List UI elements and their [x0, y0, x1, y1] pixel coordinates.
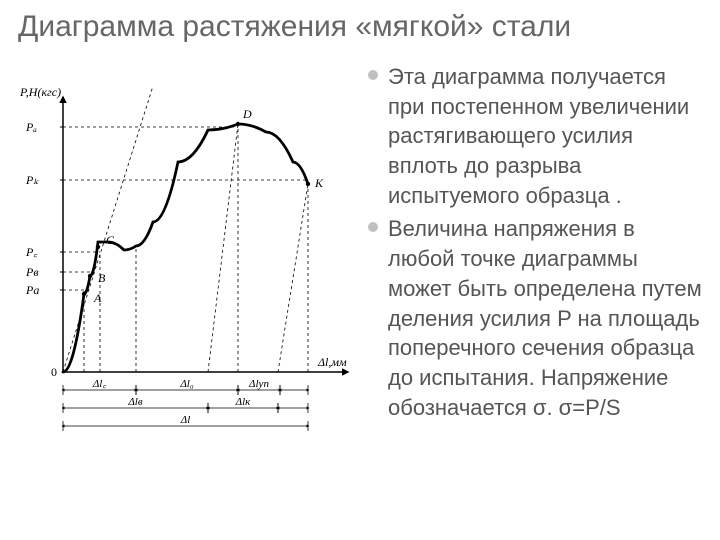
bullet-item-2: Величина напряжения в любой точке диагра… — [368, 214, 702, 422]
svg-text:Pₐ: Pₐ — [25, 120, 37, 134]
bullet-text-1: Эта диаграмма получается при постепенном… — [388, 62, 702, 210]
svg-text:Pₖ: Pₖ — [25, 173, 39, 187]
svg-text:Δl: Δl — [180, 414, 191, 426]
svg-text:Pв: Pв — [25, 265, 39, 279]
svg-text:0: 0 — [51, 365, 57, 379]
svg-text:Δl꜀: Δl꜀ — [92, 378, 107, 390]
stress-strain-diagram: P,H(кгс) Δl,мм 0 Pₐ Pₖ P꜀ Pв Pa AB C D K Δl꜀ Δl₀ Δlуп Δ… — [18, 62, 358, 462]
slide-title: Диаграмма растяжения «мягкой» стали — [18, 10, 702, 44]
svg-text:B: B — [98, 271, 106, 285]
svg-text:A: A — [93, 291, 102, 305]
svg-text:Δlв: Δlв — [127, 396, 143, 408]
svg-text:Δlуп: Δlуп — [248, 378, 269, 390]
slide: Диаграмма растяжения «мягкой» стали P,H(… — [0, 0, 720, 540]
svg-text:P,H(кгс): P,H(кгс) — [19, 85, 61, 99]
bullet-dot-icon — [368, 70, 378, 80]
svg-text:Δl₀: Δl₀ — [179, 378, 194, 390]
bullet-item-1: Эта диаграмма получается при постепенном… — [368, 62, 702, 210]
content-row: P,H(кгс) Δl,мм 0 Pₐ Pₖ P꜀ Pв Pa AB C D K Δl꜀ Δl₀ Δlуп Δ… — [18, 62, 702, 467]
svg-text:Pa: Pa — [25, 283, 39, 297]
text-column: Эта диаграмма получается при постепенном… — [368, 62, 702, 467]
svg-text:Δl,мм: Δl,мм — [317, 355, 347, 369]
bullet-text-2: Величина напряжения в любой точке диагра… — [388, 214, 702, 422]
bullet-dot-icon — [368, 222, 378, 232]
svg-text:P꜀: P꜀ — [25, 245, 38, 259]
svg-text:K: K — [314, 176, 324, 190]
svg-text:Δlк: Δlк — [235, 396, 252, 408]
svg-text:C: C — [106, 233, 115, 247]
diagram-container: P,H(кгс) Δl,мм 0 Pₐ Pₖ P꜀ Pв Pa AB C D K Δl꜀ Δl₀ Δlуп Δ… — [18, 62, 358, 467]
svg-text:D: D — [242, 107, 252, 121]
